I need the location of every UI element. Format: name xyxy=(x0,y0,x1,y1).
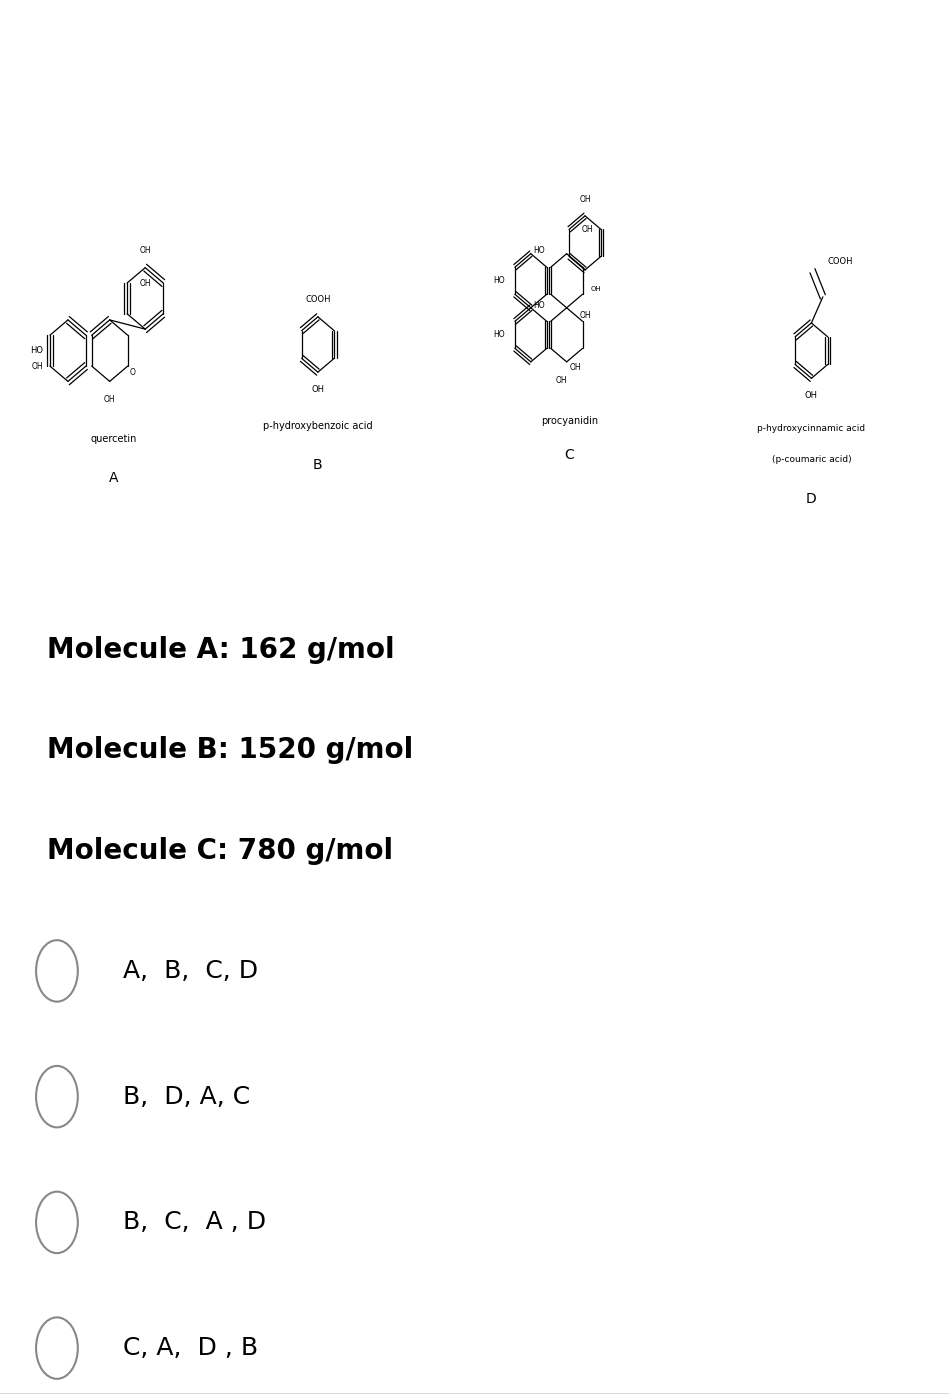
Text: OH: OH xyxy=(805,391,818,400)
Text: COOH: COOH xyxy=(827,257,852,265)
Text: OH: OH xyxy=(140,278,151,288)
Text: C, A,  D , B: C, A, D , B xyxy=(123,1336,258,1361)
Text: C: C xyxy=(565,448,574,462)
Text: O: O xyxy=(130,367,136,377)
Text: OH: OH xyxy=(555,376,567,386)
Text: OH: OH xyxy=(570,363,582,372)
Text: COOH: COOH xyxy=(306,295,330,305)
Text: HO: HO xyxy=(533,246,545,256)
Text: HO: HO xyxy=(493,277,505,285)
Text: OH: OH xyxy=(579,312,591,320)
Text: B,  D, A, C: B, D, A, C xyxy=(123,1084,251,1109)
Text: Molecule C: 780 g/mol: Molecule C: 780 g/mol xyxy=(47,837,394,865)
Text: HO: HO xyxy=(30,346,43,355)
Text: HO: HO xyxy=(493,330,505,339)
Text: OH: OH xyxy=(590,286,601,292)
Text: OH: OH xyxy=(579,196,591,204)
Text: A: A xyxy=(109,471,119,485)
Text: OH: OH xyxy=(311,384,325,394)
Text: B,  C,  A , D: B, C, A , D xyxy=(123,1210,267,1235)
Text: B: B xyxy=(313,458,323,472)
Text: D: D xyxy=(806,492,817,506)
Text: p-hydroxycinnamic acid: p-hydroxycinnamic acid xyxy=(757,425,865,433)
Text: OH: OH xyxy=(32,362,44,370)
Text: (p-coumaric acid): (p-coumaric acid) xyxy=(772,455,851,464)
Text: Molecule A: 162 g/mol: Molecule A: 162 g/mol xyxy=(47,636,395,664)
Text: A,  B,  C, D: A, B, C, D xyxy=(123,958,258,983)
Text: HO: HO xyxy=(533,300,545,310)
Text: Molecule B: 1520 g/mol: Molecule B: 1520 g/mol xyxy=(47,736,414,764)
Text: procyanidin: procyanidin xyxy=(541,416,598,426)
Text: p-hydroxybenzoic acid: p-hydroxybenzoic acid xyxy=(263,422,373,432)
Text: OH: OH xyxy=(103,395,116,404)
Text: OH: OH xyxy=(582,225,593,233)
Text: quercetin: quercetin xyxy=(91,433,137,444)
Text: OH: OH xyxy=(140,246,151,256)
